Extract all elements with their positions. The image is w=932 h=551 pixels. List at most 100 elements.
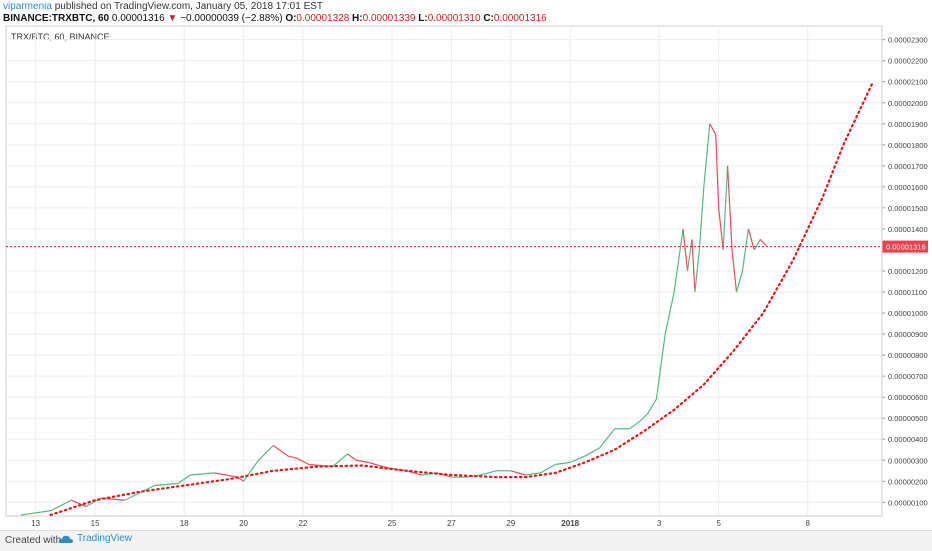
price-segment [272,445,289,457]
high-value: 0.00001339 [362,13,416,24]
price-segment [747,228,755,251]
footer-bar: Created with TradingView [0,530,932,551]
created-with-text: Created with [5,535,62,546]
x-tick-label: 29 [506,519,515,528]
price-segment [332,453,348,468]
price-segment [510,470,526,476]
x-tick-label: 3 [657,519,662,528]
trend-dotted-line [49,80,875,517]
price-segment [753,239,761,251]
y-axis: 0.00000100 0.00000200 0.00000300 0.00000400… [882,36,928,507]
open-label: O: [285,13,297,24]
price-segment [190,472,214,476]
price-segment [694,249,700,293]
close-value: 0.00001316 [493,13,547,24]
y-tick-label: 0.00001600 [888,183,928,192]
price-segment [555,461,571,466]
price-segment [673,228,684,293]
price-segment [698,186,705,251]
y-tick-label: 0.00000300 [888,456,928,465]
symbol-legend: BINANCE:TRXBTC, 60 0.00001316 ▼ −0.00000… [3,13,547,24]
last-price: 0.00001316 [111,13,165,24]
y-tick-label: 0.00000200 [888,477,928,486]
price-segment [686,239,693,272]
x-tick-label: 18 [180,519,189,528]
x-tick-label: 27 [447,519,456,528]
price-segment [287,455,298,459]
price-segment [682,228,689,272]
y-tick-label: 0.00000800 [888,351,928,360]
price-segment [466,474,482,478]
y-tick-label: 0.00001800 [888,141,928,150]
x-tick-label: 20 [239,519,248,528]
y-tick-label: 0.00000400 [888,435,928,444]
price-segment [50,499,72,512]
price-segment [177,474,191,484]
price-segment [296,457,310,466]
price-segment [638,413,648,423]
price-segment [709,123,717,135]
y-tick-label: 0.00001700 [888,162,928,171]
price-segment [664,291,675,335]
price-change: −0.00000039 (−2.88%) [180,13,283,24]
gridlines [6,26,882,516]
open-value: 0.00001328 [296,13,350,24]
author-link[interactable]: viparmenia [3,1,52,12]
price-segment [629,421,639,430]
price-segment [154,482,179,487]
y-tick-label: 0.00001200 [888,267,928,276]
y-tick-label: 0.00001500 [888,204,928,213]
cloud-icon [58,535,73,543]
x-tick-label: 2018 [561,519,579,528]
price-segment [741,228,749,272]
y-tick-label: 0.00000700 [888,372,928,381]
x-tick-label: 22 [298,519,307,528]
high-label: H: [352,13,363,24]
y-tick-label: 0.00002300 [888,36,928,45]
price-segment [569,455,586,463]
price-segment [540,463,556,474]
price-segment [124,484,155,501]
published-text: published on TradingView.com, January 05… [54,1,324,12]
y-tick-label: 0.00000900 [888,330,928,339]
x-tick-label: 8 [806,519,811,528]
y-tick-label: 0.00002000 [888,99,928,108]
price-segment [646,398,657,415]
price-segment [480,470,497,476]
current-price-badge [882,240,928,253]
down-arrow-icon: ▼ [167,13,178,24]
tradingview-logo[interactable]: TradingView [58,533,132,544]
x-tick-label: 13 [31,519,40,528]
low-value: 0.00001310 [427,13,481,24]
y-tick-label: 0.00002200 [888,57,928,66]
low-label: L: [418,13,428,24]
y-tick-label: 0.00000100 [888,498,928,507]
price-segment [718,207,724,251]
price-segment [347,453,357,461]
price-segment [759,239,767,247]
x-axis: 13 15 18 20 22 25 27 29 2018 3 5 8 [31,519,810,528]
price-segment [213,472,238,478]
y-tick-label: 0.00001000 [888,309,928,318]
y-tick-label: 0.00000500 [888,414,928,423]
price-chart[interactable]: TRX/BTC, 60, BINANCE 0.00000100 0.0000020… [0,0,932,530]
price-segment [703,123,711,187]
price-segment [691,239,696,293]
y-tick-label: 0.00001900 [888,120,928,129]
price-segment [368,461,384,468]
x-tick-label: 15 [91,519,100,528]
chart-title: TRX/BTC, 60, BINANCE [11,32,110,42]
price-segment [71,499,87,508]
price-segment [243,459,259,482]
price-segment [731,249,738,293]
publication-line: viparmenia published on TradingView.com,… [3,1,323,12]
x-tick-label: 5 [716,519,721,528]
price-series [20,123,767,516]
y-tick-label: 0.00001400 [888,225,928,234]
trend-curve [49,80,875,517]
price-segment [715,134,720,208]
price-segment [20,510,51,516]
y-tick-label: 0.00001100 [888,288,927,297]
tradingview-brand: TradingView [77,533,133,544]
x-tick-label: 25 [388,519,397,528]
